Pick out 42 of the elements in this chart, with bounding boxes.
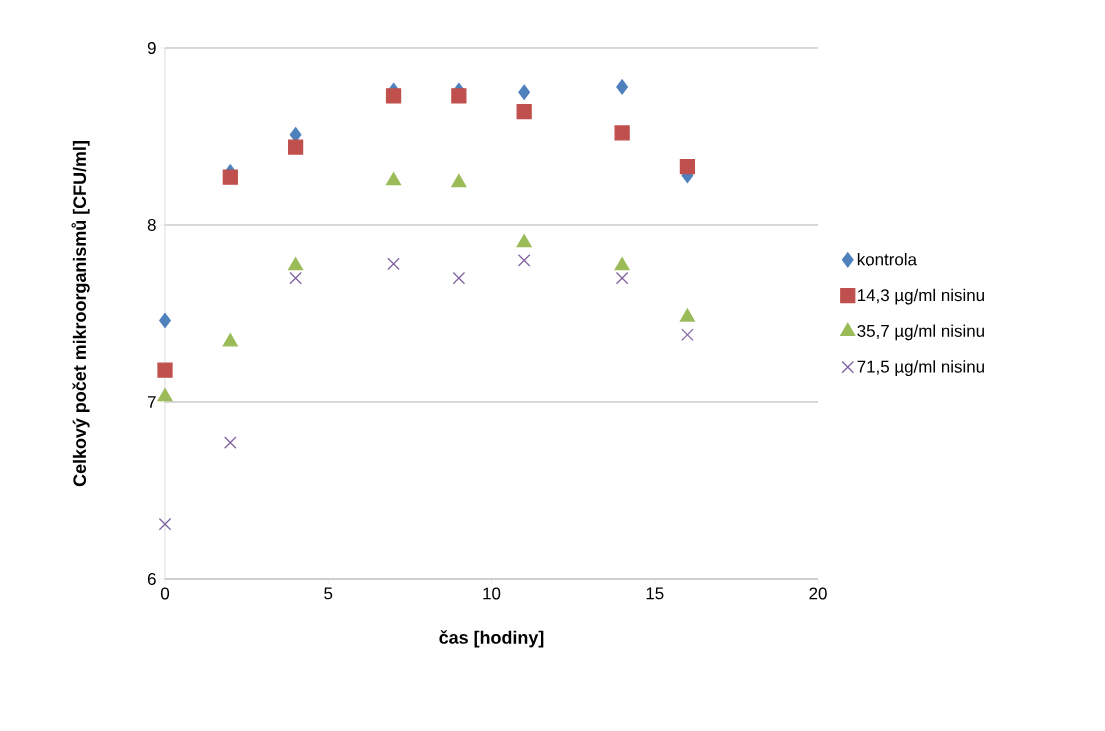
point <box>288 257 304 271</box>
y-axis-title: Celkový počet mikroorganismů [CFU/ml] <box>71 141 90 487</box>
x-axis-title: čas [hodiny] <box>439 630 544 648</box>
legend-label: 14,3 µg/ml nisinu <box>858 288 984 305</box>
point <box>451 173 467 188</box>
point <box>157 388 173 402</box>
point <box>224 436 237 449</box>
point <box>614 257 630 271</box>
point <box>517 254 531 267</box>
point <box>287 139 304 155</box>
point <box>518 84 531 100</box>
point <box>452 271 466 285</box>
y-tick-label: 8 <box>147 218 156 231</box>
point <box>516 234 532 248</box>
x-tick-label: 0 <box>160 587 170 600</box>
point <box>679 158 696 175</box>
point <box>516 104 532 120</box>
legend-label: 35,7 µg/ml nisinu <box>857 324 984 341</box>
x-tick-label: 20 <box>809 587 827 600</box>
point <box>614 125 630 141</box>
point <box>159 312 171 329</box>
point <box>222 333 238 347</box>
point <box>616 79 628 95</box>
point <box>386 172 402 186</box>
point <box>681 328 694 342</box>
y-tick-label: 7 <box>147 396 156 408</box>
y-tick-label: 9 <box>147 41 156 54</box>
point <box>387 257 400 271</box>
legend-label: kontrola <box>857 252 917 266</box>
point <box>157 362 173 378</box>
legend-label: 71,5 µg/ml nisinu <box>857 360 984 377</box>
point <box>679 308 695 322</box>
point <box>158 517 172 531</box>
point <box>222 169 238 185</box>
x-tick-label: 5 <box>324 587 333 600</box>
point <box>615 271 629 285</box>
y-tick-label: 6 <box>147 572 156 585</box>
x-tick-label: 10 <box>483 587 501 600</box>
point <box>289 271 302 285</box>
point <box>385 88 402 104</box>
point <box>451 88 467 104</box>
x-tick-label: 15 <box>646 587 664 600</box>
